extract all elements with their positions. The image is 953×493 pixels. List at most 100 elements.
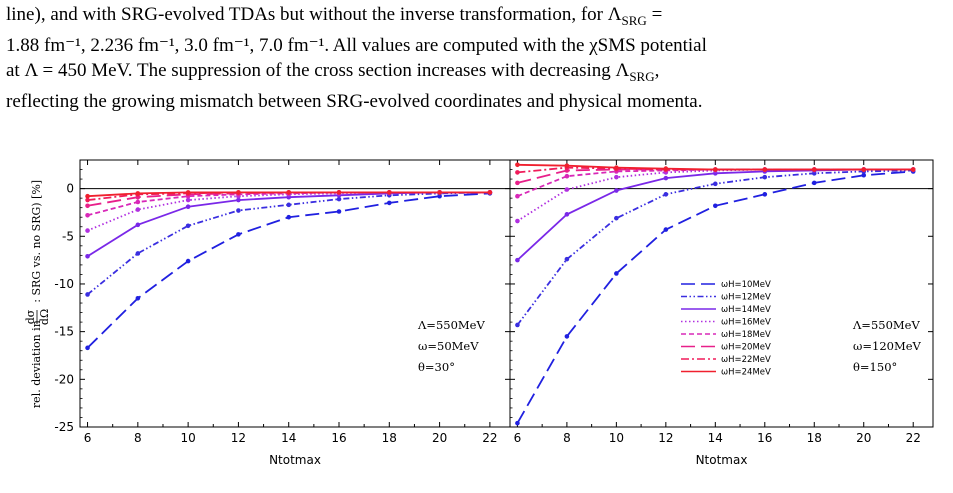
data-point: [336, 196, 342, 202]
data-point: [85, 193, 90, 199]
data-point: [762, 192, 768, 197]
data-point: [185, 197, 191, 203]
series-right-ωH=24MeV: [515, 162, 916, 172]
legend-label: ωH=18MeV: [721, 330, 771, 340]
plot-series: [85, 162, 916, 426]
x-tick-label: 22: [906, 431, 921, 445]
x-tick-label: 16: [331, 431, 346, 445]
caption-line-1-sub: SRG: [621, 12, 647, 28]
data-point: [336, 190, 342, 195]
panel-annotation: ω=120MeV: [853, 339, 922, 353]
caption-line-2: 1.88 fm⁻¹, 2.236 fm⁻¹, 3.0 fm⁻¹, 7.0 fm⁻…: [6, 34, 707, 56]
data-point: [614, 188, 619, 193]
data-point: [85, 213, 90, 218]
legend-label: ωH=12MeV: [721, 293, 771, 303]
caption-line-3-sub: SRG: [629, 68, 655, 84]
data-point: [564, 256, 570, 262]
fraction-numerator: dσ: [24, 309, 37, 324]
data-point: [135, 295, 141, 301]
caption-line-3-end: ,: [654, 59, 660, 81]
data-point: [185, 204, 191, 210]
panel-annotation: ω=50MeV: [418, 339, 479, 353]
data-point: [185, 190, 191, 195]
data-point: [762, 174, 768, 180]
data-point: [85, 197, 90, 203]
x-axis-label: Ntotmax: [269, 453, 321, 467]
x-tick-label: 22: [482, 431, 497, 445]
data-point: [236, 232, 241, 237]
data-point: [85, 254, 90, 259]
x-tick-label: 6: [514, 431, 522, 445]
y-axis-fraction: dσ dΩ: [24, 309, 51, 325]
legend-label: ωH=16MeV: [721, 318, 771, 328]
data-point: [614, 215, 619, 221]
data-point: [135, 251, 141, 256]
x-tick-label: 8: [563, 431, 571, 445]
legend: ωH=10MeV ωH=12MeV ωH=14MeV ωH=16MeV ωH=18MeV…: [681, 280, 771, 378]
x-tick-label: 18: [382, 431, 397, 445]
y-tick-label: -20: [54, 372, 74, 386]
panel-annotation: θ=30°: [418, 360, 455, 374]
data-point: [614, 174, 619, 180]
data-point: [236, 208, 241, 213]
caption-line-1-text: line), and with SRG-evolved TDAs but wit…: [6, 4, 622, 25]
caption-line-3-text: at Λ = 450 MeV. The suppression of the c…: [6, 59, 630, 81]
plot-frames: [79, 159, 934, 428]
data-point: [386, 190, 392, 195]
data-point: [185, 223, 191, 229]
figure-caption: line), and with SRG-evolved TDAs but wit…: [6, 2, 948, 114]
data-point: [564, 212, 570, 217]
data-point: [236, 190, 241, 195]
data-point: [336, 209, 342, 214]
x-tick-label: 12: [658, 431, 673, 445]
y-tick-label: -15: [54, 325, 74, 339]
data-point: [713, 203, 718, 209]
series-right-ωH=10MeV: [515, 169, 916, 426]
data-point: [135, 207, 141, 212]
x-tick-label: 16: [757, 431, 772, 445]
data-point: [515, 420, 520, 426]
y-tick-label: -10: [54, 277, 74, 291]
caption-line-1: line), and with SRG-evolved TDAs but wit…: [6, 2, 948, 33]
data-point: [564, 173, 570, 179]
data-point: [286, 214, 292, 220]
data-point: [614, 271, 619, 276]
data-point: [713, 181, 718, 187]
x-tick-label: 14: [708, 431, 723, 445]
data-point: [811, 180, 817, 186]
x-tick-label: 18: [807, 431, 822, 445]
y-tick-label: -25: [54, 420, 74, 434]
series-line: [87, 191, 490, 201]
data-point: [515, 257, 520, 263]
series-left-ωH=12MeV: [85, 190, 493, 297]
data-point: [861, 167, 867, 172]
series-line: [87, 191, 490, 258]
data-point: [762, 167, 768, 172]
x-tick-label: 12: [231, 431, 246, 445]
x-tick-label: 10: [609, 431, 624, 445]
data-point: [861, 172, 867, 178]
series-left-ωH=24MeV: [85, 190, 493, 199]
data-point: [236, 197, 241, 203]
legend-label: ωH=22MeV: [721, 355, 771, 365]
data-point: [515, 180, 520, 186]
data-point: [487, 190, 493, 195]
data-point: [185, 258, 191, 264]
data-point: [663, 166, 669, 171]
fraction-denominator: dΩ: [38, 309, 51, 325]
data-point: [663, 192, 669, 197]
data-point: [85, 203, 90, 209]
data-point: [286, 190, 292, 195]
data-point: [135, 199, 141, 205]
data-point: [437, 190, 442, 195]
x-axis-label: Ntotmax: [696, 453, 748, 467]
panel-annotation: Λ=550MeV: [417, 318, 485, 332]
legend-label: ωH=14MeV: [721, 305, 771, 315]
data-point: [85, 228, 90, 233]
legend-label: ωH=10MeV: [721, 280, 771, 290]
panel-annotation: Λ=550MeV: [852, 318, 920, 332]
data-point: [614, 165, 619, 170]
panel-left-frame: [79, 159, 511, 428]
series-line: [86, 191, 490, 296]
